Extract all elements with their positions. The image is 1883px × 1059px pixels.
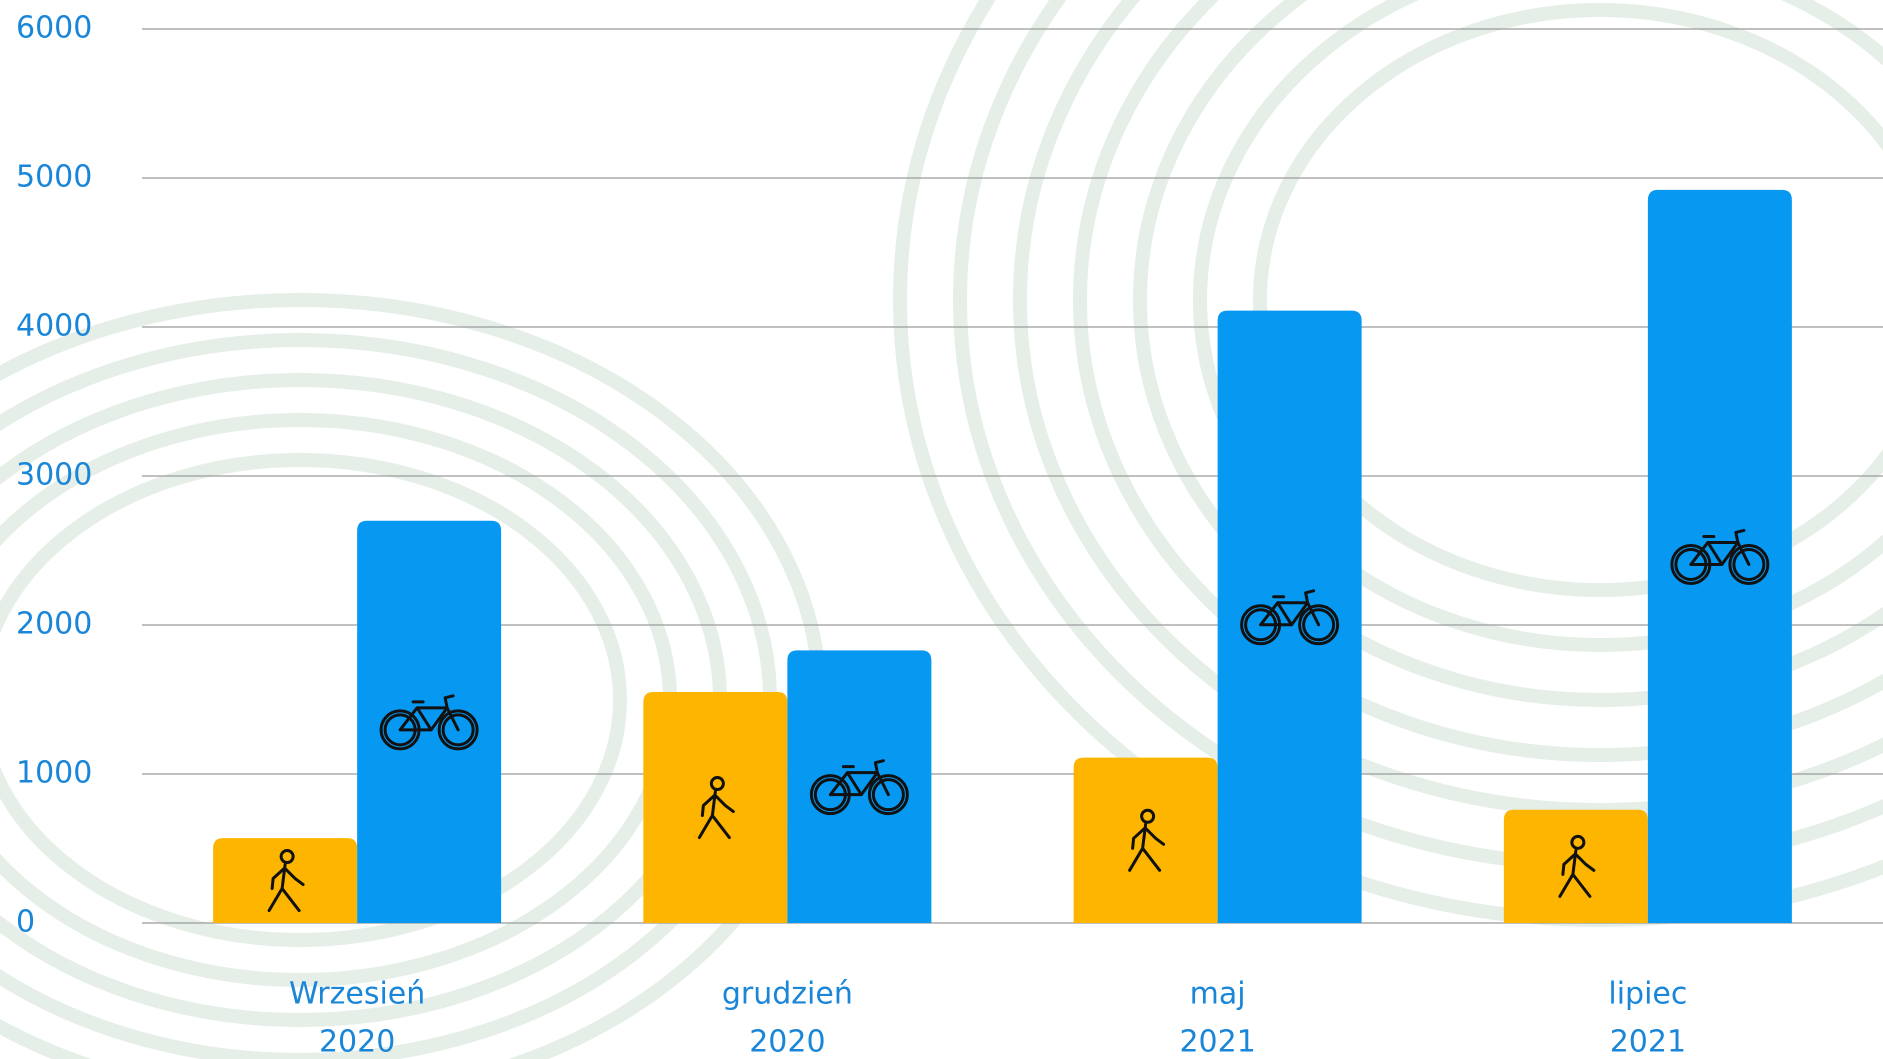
x-tick-label: 2020	[749, 1025, 825, 1059]
y-tick-label: 5000	[16, 160, 92, 195]
icon-wheel	[867, 774, 909, 816]
y-tick-label: 1000	[16, 756, 92, 791]
y-tick-label: 4000	[16, 309, 92, 344]
icon-head	[709, 776, 725, 792]
x-tick-label: Wrzesień	[289, 977, 425, 1012]
icon-wheel	[1732, 547, 1766, 581]
y-tick-label: 2000	[16, 607, 92, 642]
walk-icon	[1128, 808, 1166, 872]
x-tick-label: lipiec	[1608, 977, 1687, 1012]
bar	[1217, 310, 1362, 923]
x-tick-label: maj	[1190, 977, 1246, 1012]
walk-icon	[267, 849, 305, 913]
y-tick-label: 6000	[16, 11, 92, 46]
y-tick-label: 3000	[16, 458, 92, 493]
icon-head	[1140, 808, 1156, 824]
bike-icon	[1670, 528, 1770, 585]
icon-wheel	[441, 713, 475, 747]
y-tick-label: 0	[16, 905, 35, 940]
x-tick-label: 2021	[1610, 1025, 1686, 1059]
icon-head	[1570, 834, 1586, 850]
icon-frame	[828, 759, 890, 797]
icon-wheel	[871, 778, 905, 812]
icon-head	[279, 849, 295, 865]
icon-frame	[1259, 589, 1321, 627]
bar	[643, 692, 788, 923]
bar	[213, 838, 358, 923]
icon-wheel	[437, 709, 479, 751]
walk-icon	[1558, 834, 1596, 898]
icon-wheel	[1728, 543, 1770, 585]
icon-wheel	[1302, 608, 1336, 642]
icon-body	[267, 863, 305, 913]
bike-icon	[379, 694, 479, 751]
bar	[787, 650, 932, 923]
x-tick-label: grudzień	[722, 977, 853, 1012]
icon-body	[1558, 848, 1596, 898]
icon-frame	[398, 694, 460, 732]
x-tick-label: 2021	[1179, 1025, 1255, 1059]
bar	[1503, 809, 1648, 923]
walk-icon	[697, 776, 735, 840]
icon-frame	[1689, 528, 1751, 566]
bar	[357, 520, 502, 923]
bar	[1073, 757, 1218, 923]
bike-icon	[809, 759, 909, 816]
icon-body	[697, 790, 735, 840]
bike-icon	[1240, 589, 1340, 646]
icon-body	[1128, 822, 1166, 872]
icon-wheel	[1298, 604, 1340, 646]
bar	[1647, 189, 1792, 924]
x-tick-label: 2020	[319, 1025, 395, 1059]
